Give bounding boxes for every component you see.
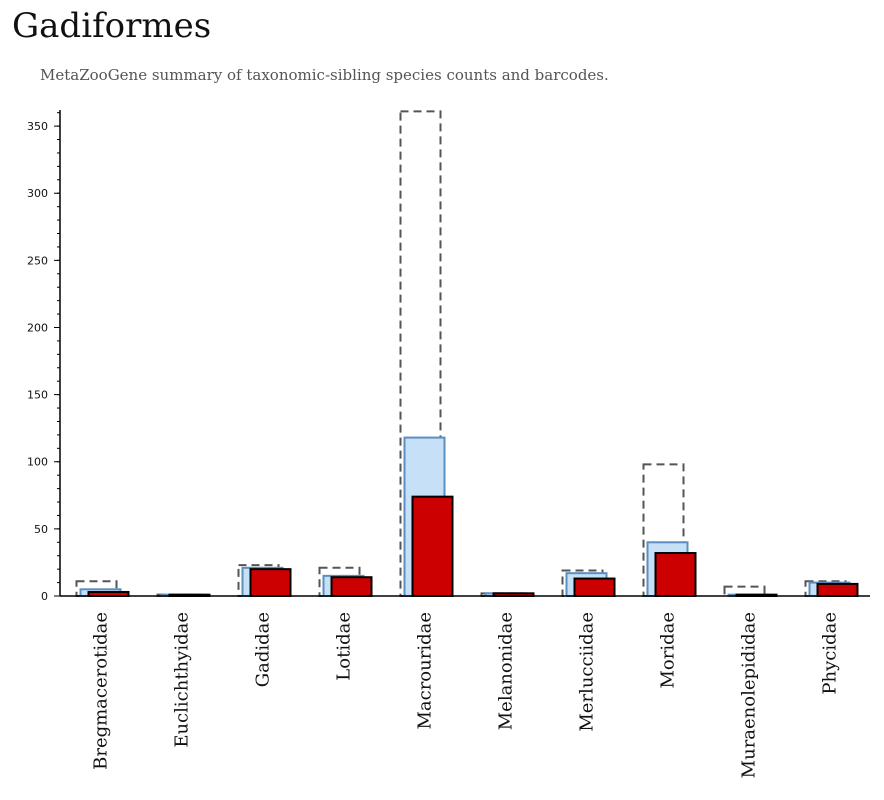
y-tick-label-50: 50 [34,523,48,536]
bar-dashed-bregmacerotidae [75,580,118,598]
bar-dashed-moridae [642,463,685,597]
y-tick-label-300: 300 [27,187,48,200]
y-tick-label-250: 250 [27,254,48,267]
x-tick-label-bregmacerotidae: Bregmacerotidae [91,612,112,770]
y-tick-label-350: 350 [27,120,48,133]
x-tick-label-phycidae: Phycidae [820,612,841,695]
y-tick-label-100: 100 [27,456,48,469]
chart-subtitle: MetaZooGene summary of taxonomic-sibling… [40,66,609,84]
bar-red-phycidae [816,582,859,597]
axes-group: Bregmacerotidae Euclichthyidae Gadidae Loti… [27,110,870,778]
x-tick-label-euclichthyidae: Euclichthyidae [172,612,193,748]
bar-red-lotidae [330,576,373,597]
x-tick-label-moridae: Moridae [658,612,679,689]
y-tick-label-200: 200 [27,321,48,334]
x-tick-label-muraenolepididae: Muraenolepididae [739,612,760,778]
bars-group [75,110,859,598]
x-tick-label-lotidae: Lotidae [334,612,355,681]
y-tick-label-0: 0 [41,590,48,603]
chart-title: Gadiformes [12,6,212,46]
bar-red-gadidae [249,568,292,597]
bar-red-moridae [654,552,697,598]
x-tick-label-gadidae: Gadidae [253,612,274,687]
x-tick-label-macrouridae: Macrouridae [415,612,436,730]
x-tick-label-melanonidae: Melanonidae [496,612,517,730]
bar-red-macrouridae [411,495,454,598]
bar-dashed-phycidae [804,580,847,598]
x-tick-label-merlucciidae: Merlucciidae [577,612,598,732]
bar-dashed-macrouridae [399,110,442,598]
bar-red-merlucciidae [573,577,616,597]
y-tick-label-150: 150 [27,389,48,402]
